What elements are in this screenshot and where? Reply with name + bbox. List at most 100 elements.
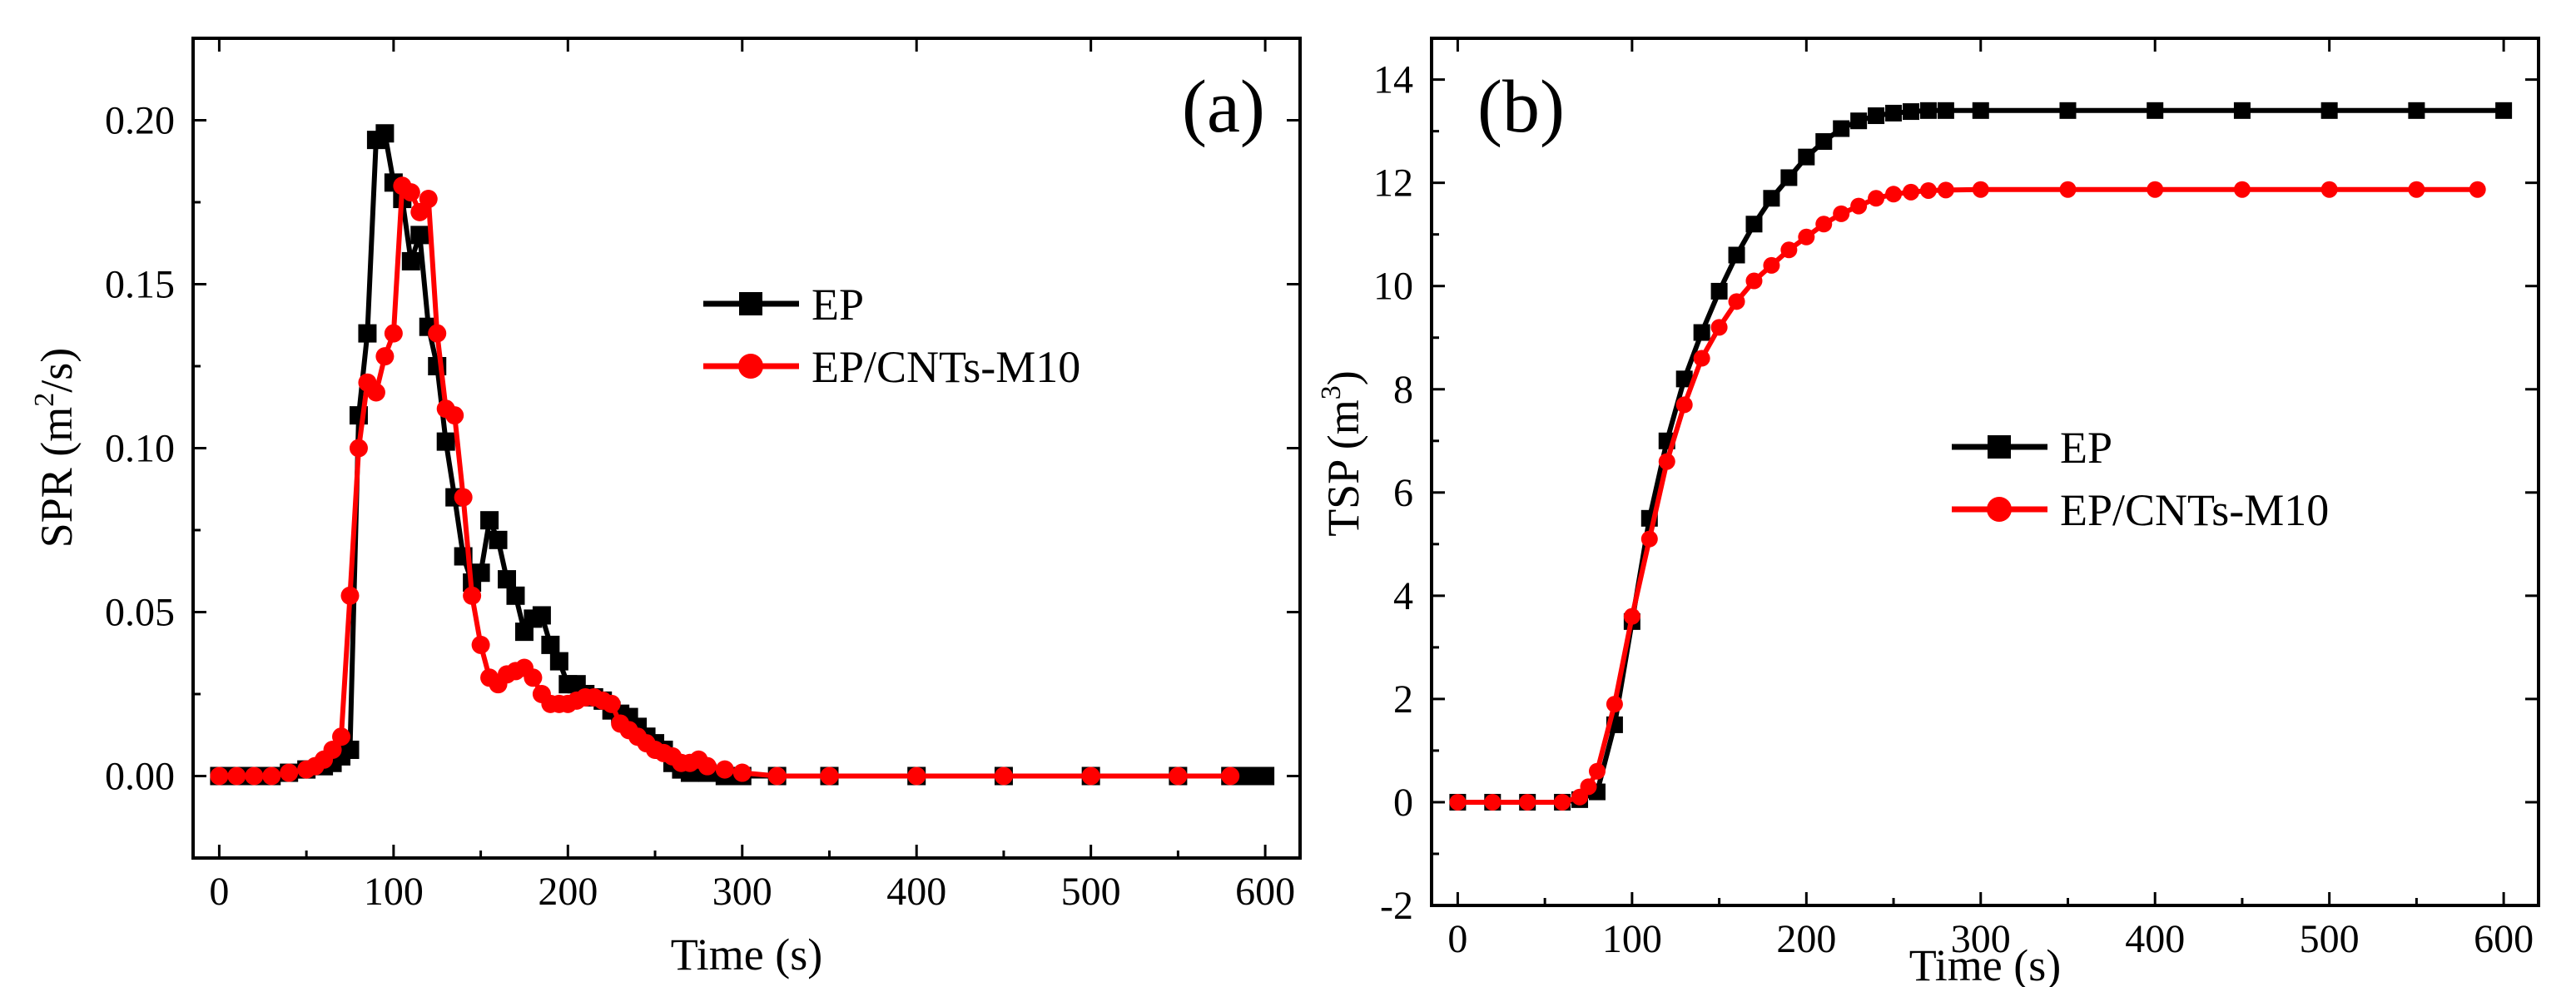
panel-a-cnt-point [323,740,342,759]
panel-a-ep-point [480,511,499,530]
panel-b-series [1449,102,2513,811]
panel-a-ytick-label: 0.05 [105,591,175,635]
panel-b-cnt-point [1763,256,1780,274]
panel-b-ep-point [1675,370,1693,388]
panel-b-ep-point [1745,216,1763,233]
panel-a-cnt-point [463,586,482,605]
panel-b-cnt-point [2147,181,2164,198]
panel-b-ytick-label: 14 [1373,58,1413,102]
panel-b-ep-point [1902,103,1919,121]
panel-b-cnt-point [1588,762,1606,780]
panel-a-cnt-point [994,766,1013,786]
panel-b-legend: EP EP/CNTs-M10 [1952,423,2329,535]
panel-a-xtick-label: 0 [209,870,229,914]
panel-b-ep-point [1728,246,1745,264]
panel-a-cnt-point [524,668,543,687]
panel-a-ylabel: SPR (m2/s) [29,348,82,548]
panel-b-cnt-point [1658,453,1675,470]
panel-b-legend-cnt-label: EP/CNTs-M10 [2060,485,2329,535]
panel-b-cnt-point [1815,216,1833,233]
panel-a-xtick-label: 100 [364,870,424,914]
panel-b-ep-point [1798,148,1815,166]
panel-a-ep-point [340,740,360,759]
panel-b-cnt-point [1484,793,1501,811]
panel-b-ytick-label: 10 [1373,265,1413,309]
panel-b-legend-ep-label: EP [2060,423,2112,473]
panel-b-xtick-label: 500 [2300,917,2360,961]
panel-b-cnt-point [1623,608,1640,625]
panel-a-cnt-point [375,347,395,366]
panel-b-ep-point [1885,104,1903,122]
panel-a-ep-line [219,131,1266,779]
panel-b-cnt-point [1449,793,1467,811]
panel-b-cnt-point [1833,205,1850,222]
panel-a-cnt-point [410,202,429,221]
panel-a-cnt-point [227,766,246,786]
panel-b-cnt-point [1798,228,1815,246]
panel-b-legend-ep-marker [1988,435,2011,459]
panel-b-xtick-label: 100 [1602,917,1662,961]
panel-a-cnt-point [907,766,926,786]
panel-a-cnt-point [1081,766,1100,786]
panel-a-cnt-point [715,760,734,779]
panel-b-label: (b) [1477,66,1565,148]
panel-a-ep-point [358,324,377,343]
panel-a-cnt-point [1221,766,1240,786]
panel-b-ep-point [1972,102,1989,119]
panel-b-cnt-point [2408,181,2425,198]
panel-b-cnt-point [1885,186,1903,203]
panel-b-cnt-point [1780,241,1798,259]
panel-a-cnt-point [471,635,490,654]
panel-a-cnt-point [210,766,229,786]
panel-b-ep-point [1815,133,1833,151]
panel-a-ytick-label: 0.00 [105,755,175,799]
panel-a-ytick-label: 0.20 [105,99,175,143]
panel-a-spr-chart: 0 100 200 300 400 500 6000.000.050.100.150.20 … [29,37,1302,980]
panel-a-ep-point [436,432,455,451]
panel-b-cnt-point [1919,181,1937,199]
panel-a-cnt-point [454,488,473,507]
panel-a-cnt-point [428,324,447,343]
panel-b-axes: 0 100 200 300 400 500 600 -2 0 2 4 6 8 10 12 14 [1373,38,2539,961]
panel-b-cnt-point [1675,396,1693,414]
panel-b-ytick-label: 2 [1393,677,1413,722]
panel-a-cnt-point [820,766,839,786]
panel-b-xtick-label: 200 [1776,917,1836,961]
panel-a-ep-point [549,652,568,671]
panel-a-legend: EP EP/CNTs-M10 [703,280,1080,392]
panel-b-ep-point [2233,102,2251,119]
panel-a-xtick-label: 600 [1235,870,1295,914]
panel-a-xlabel: Time (s) [671,930,823,980]
panel-b-xtick-label: 600 [2474,917,2534,961]
panel-b-cnt-point [1902,183,1919,201]
panel-a-xtick-label: 500 [1061,870,1121,914]
panel-b-ytick-label: 12 [1373,161,1413,206]
panel-b-cnt-point [2233,181,2251,198]
panel-b-ytick-label: 8 [1393,368,1413,412]
panel-b-ylabel: TSP (m3) [1316,370,1368,537]
panel-b-cnt-point [1937,181,1954,199]
panel-a-cnt-point [384,324,403,343]
panel-a-ep-point [401,251,420,270]
panel-b-ep-point [1868,107,1885,125]
panel-a-legend-ep-marker [739,292,762,315]
panel-a-ep-point [532,606,551,625]
panel-a-legend-cnt-marker [738,354,763,379]
panel-a-cnt-point [1169,766,1188,786]
panel-b-plot-frame [1430,37,2540,907]
panel-a-cnt-point [445,406,464,425]
panel-a-cnt-point [245,766,264,786]
panel-b-ep-point [2320,102,2338,119]
panel-b-cnt-line [1457,186,2478,805]
panel-a-cnt-point [366,383,385,402]
panel-b-cnt-point [2320,181,2338,198]
panel-b-cnt-point [1972,181,1989,198]
panel-a-cnt-point [280,763,299,782]
panel-a-ep-point [506,586,525,605]
panel-a-ep-point [541,635,560,654]
panel-b-ep-point [2059,102,2077,119]
panel-b-cnt-point [1693,350,1710,367]
panel-b-cnt-point [1728,293,1745,310]
panel-a-label: (a) [1182,66,1265,148]
